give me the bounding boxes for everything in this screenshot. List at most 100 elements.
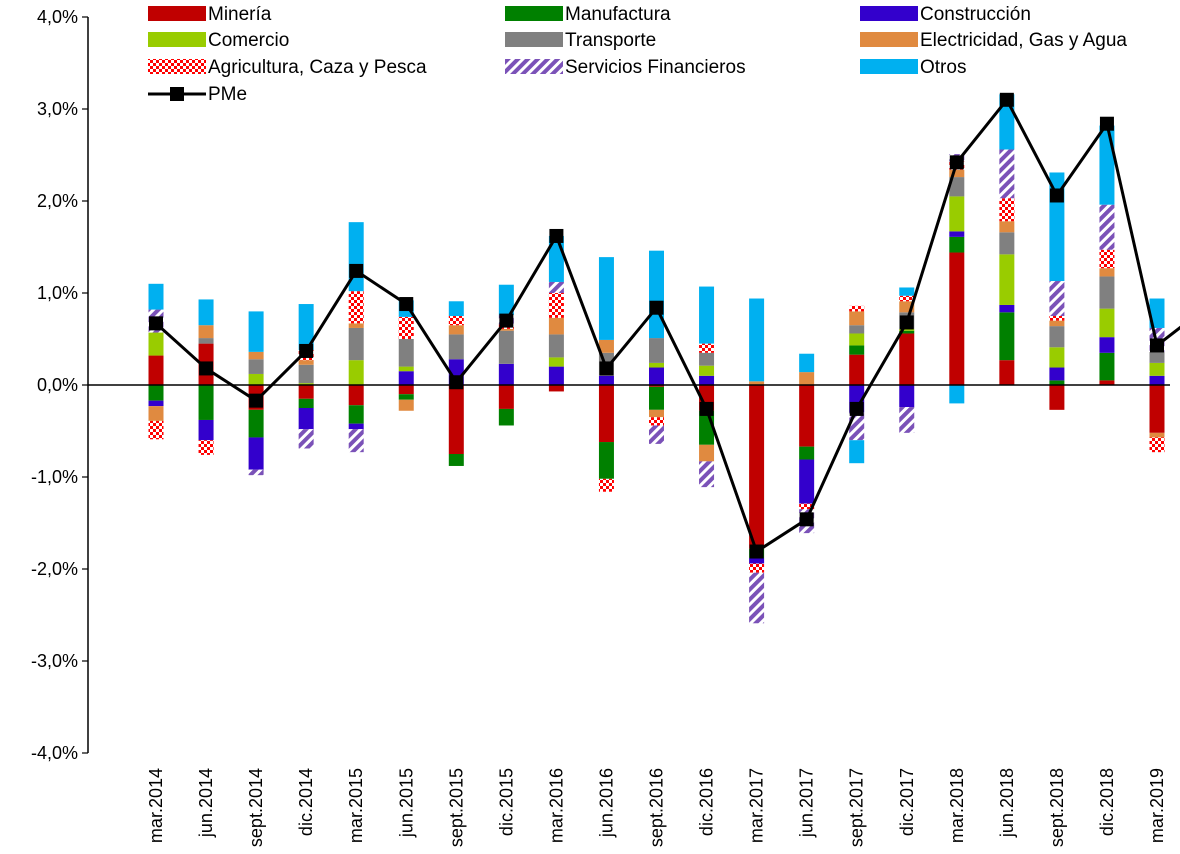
bar-segment: [999, 304, 1015, 313]
pme-line: [154, 98, 1180, 554]
bar-segment: [999, 221, 1015, 233]
bar-segment: [749, 563, 765, 573]
bar-segment: [498, 330, 514, 364]
bar-segment: [298, 398, 314, 408]
bar-segment: [1099, 249, 1115, 269]
bar-segment: [1149, 432, 1165, 438]
x-tick-label: dic.2016: [697, 768, 717, 836]
x-tick-label: mar.2017: [747, 768, 767, 843]
x-tick-label: mar.2019: [1147, 768, 1167, 843]
bar-segment: [1049, 281, 1065, 316]
bar-segment: [1149, 298, 1165, 328]
bar-segment: [298, 429, 314, 449]
pme-marker: [949, 155, 964, 170]
x-tick-label: mar.2015: [346, 768, 366, 843]
bar-segment: [198, 299, 214, 326]
bar-segment: [148, 406, 164, 421]
bar-segment: [1049, 347, 1065, 368]
axes: -4,0% -3,0% -2,0% -1,0% 0,0% 1,0% 2,0% 3,0% 4,0%…: [31, 7, 1167, 847]
bar-segment: [649, 386, 664, 410]
bar-segment: [248, 469, 264, 476]
bar-segment: [899, 330, 915, 334]
legend-label: PMe: [208, 84, 247, 105]
bar-segment: [1049, 385, 1065, 410]
bar-segment: [999, 149, 1015, 199]
pme-marker: [699, 401, 714, 416]
bar-segment: [699, 375, 715, 385]
bar-segment: [598, 385, 614, 443]
bar-segment: [498, 284, 514, 316]
bar-segment: [649, 338, 664, 363]
bar-segment: [598, 442, 614, 479]
bar-segment: [398, 399, 414, 411]
y-tick-label: -1,0%: [31, 467, 78, 487]
bar-segment: [699, 365, 715, 376]
bar-segment: [899, 287, 915, 296]
bar-segment: [999, 360, 1015, 385]
legend-swatch: [505, 6, 563, 21]
legend-label: Transporte: [565, 30, 656, 51]
bar-segment: [548, 385, 564, 392]
legend-label: Otros: [920, 57, 966, 78]
bar-segment: [1149, 375, 1165, 385]
bar-segment: [448, 325, 464, 335]
y-tick-label: -4,0%: [31, 743, 78, 763]
pme-marker: [499, 313, 514, 328]
y-tick-label: -2,0%: [31, 559, 78, 579]
bar-segment: [899, 301, 915, 313]
x-tick-label: jun.2018: [997, 768, 1017, 838]
bar-segment: [248, 409, 264, 438]
bar-segment: [248, 351, 264, 360]
bar-segment: [649, 250, 664, 339]
bar-segment: [949, 236, 965, 253]
y-tick-label: 2,0%: [37, 191, 78, 211]
x-tick-label: dic.2014: [296, 768, 316, 836]
bar-segment: [198, 440, 214, 455]
bar-segment: [498, 408, 514, 426]
bar-segment: [699, 444, 715, 462]
pme-marker: [399, 297, 414, 312]
bar-segment: [398, 371, 414, 385]
bar-segment: [799, 446, 815, 460]
bar-segment: [298, 364, 314, 384]
pme-marker: [299, 343, 314, 358]
legend-swatch: [148, 32, 206, 47]
bar-segment: [198, 325, 214, 339]
pme-marker: [249, 393, 264, 408]
bar-segment: [1099, 380, 1115, 385]
legend: Minería Manufactura Construcción Comercio Tr…: [148, 4, 1127, 105]
bar-segment: [749, 385, 765, 549]
pme-marker: [649, 300, 664, 315]
x-tick-label: sept.2016: [647, 768, 667, 847]
x-tick-label: mar.2018: [947, 768, 967, 843]
bar-segment: [899, 328, 915, 331]
bar-segment: [849, 305, 865, 312]
pme-marker: [899, 315, 914, 330]
pme-marker: [1099, 116, 1114, 131]
bar-segment: [398, 339, 414, 367]
bar-segment: [1049, 380, 1065, 385]
pme-marker: [349, 263, 364, 278]
bar-segment: [1149, 351, 1165, 363]
bar-segment: [598, 375, 614, 385]
bar-segment: [999, 312, 1015, 361]
bar-segment: [849, 325, 865, 334]
bar-segment: [1099, 268, 1115, 277]
bar-segment: [448, 301, 464, 316]
bar-segment: [548, 317, 564, 335]
bar-segment: [899, 295, 915, 302]
legend-swatch: [505, 59, 563, 74]
legend-swatch: [148, 59, 206, 74]
bar-segment: [248, 359, 264, 374]
bar-segment: [448, 385, 464, 454]
x-tick-label: sept.2015: [446, 768, 466, 847]
bar-segment: [248, 373, 264, 385]
bar-segment: [1049, 320, 1065, 327]
bar-segment: [1099, 125, 1115, 205]
bar-segment: [649, 367, 664, 385]
bar-segment: [298, 383, 314, 385]
bar-segment: [598, 257, 614, 340]
bar-segment: [749, 381, 765, 385]
